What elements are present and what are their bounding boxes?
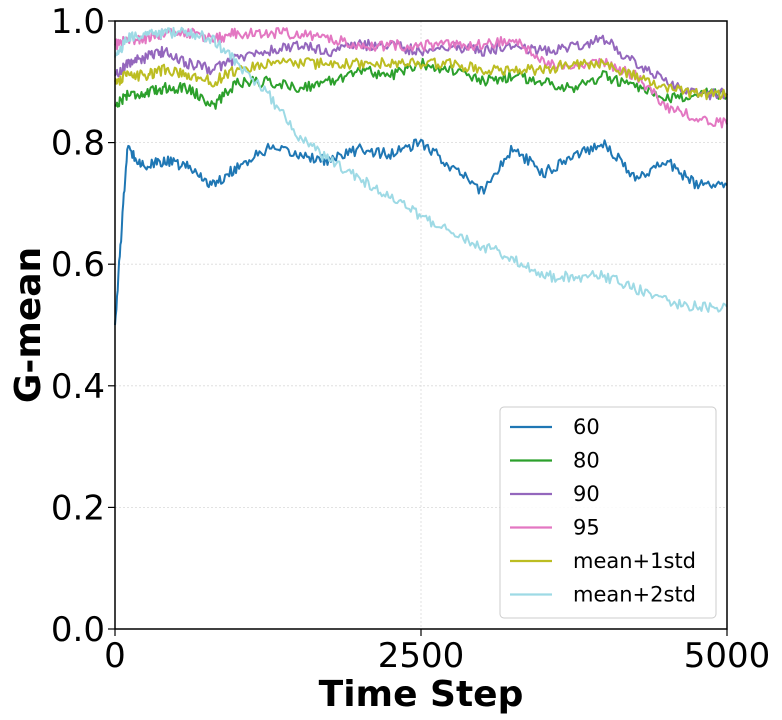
series-line-60 [114,138,728,326]
legend-label: mean+1std [573,549,696,573]
x-tick-label: 0 [104,636,126,676]
y-tick-label: 0.8 [51,124,105,164]
legend: 60 80 90 95 mean+1std mean+2std [499,406,717,619]
y-tick-label: 0.6 [51,245,105,285]
legend-label: 80 [573,449,600,473]
x-tick-label: 2500 [378,636,465,676]
legend-label: 60 [573,415,600,439]
series-line-95 [114,27,728,129]
series-line-80 [114,57,728,110]
series-layer [114,26,728,326]
legend-label: 90 [573,482,600,506]
y-tick-label: 1.0 [51,2,105,42]
y-axis-label: G-mean [8,247,49,403]
y-tick-label: 0.4 [51,367,105,407]
x-axis-label: Time Step [319,674,524,715]
x-tick-label: 5000 [684,636,771,676]
tick-layer: 0 2500 5000 0.0 0.2 0.4 0.6 0.8 1.0 [51,2,770,676]
series-line-mean-2std [114,26,728,313]
legend-box [499,406,717,619]
y-tick-label: 0.0 [51,610,105,650]
series-line-mean-1std [114,57,728,101]
legend-label: 95 [573,516,600,540]
legend-label: mean+2std [573,583,696,607]
y-tick-label: 0.2 [51,488,105,528]
